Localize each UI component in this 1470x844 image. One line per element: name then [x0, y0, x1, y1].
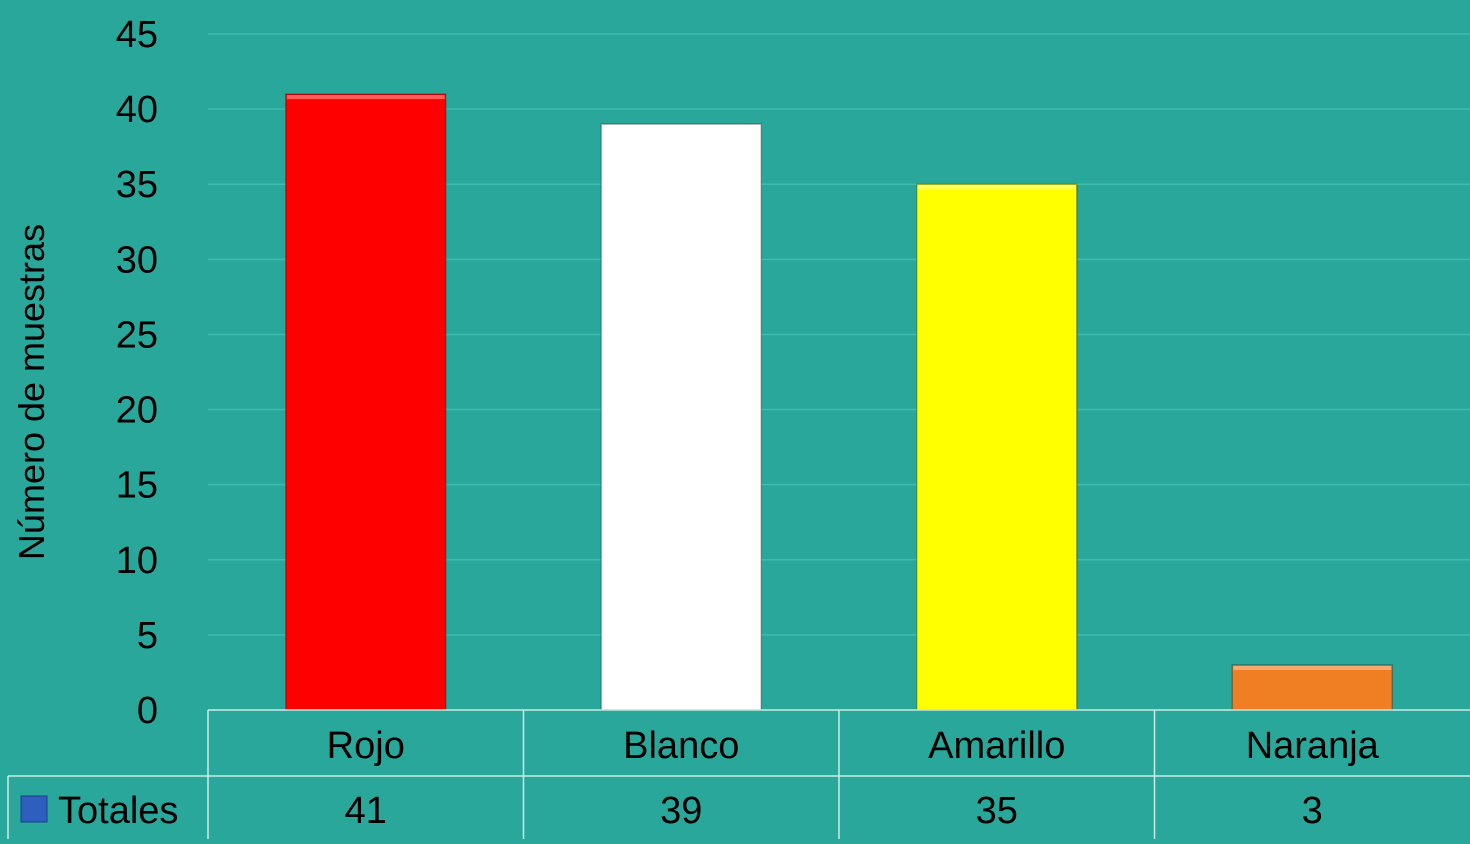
bar-highlight — [1233, 665, 1392, 670]
category-label: Amarillo — [928, 725, 1065, 767]
data-table: Rojo Blanco Amarillo Naranja Totales 41 39 35 3 — [7, 709, 1470, 839]
y-tick-label: 25 — [116, 314, 158, 356]
series-name: Totales — [58, 790, 178, 832]
y-tick-label: 10 — [116, 540, 158, 582]
bar-highlight — [917, 185, 1076, 190]
y-axis-label: Número de muestras — [11, 224, 52, 560]
bar-amarillo — [916, 183, 1078, 711]
y-tick-labels: 0 5 10 15 20 25 30 35 40 45 — [116, 14, 158, 732]
bars — [285, 93, 1393, 711]
y-tick-label: 45 — [116, 14, 158, 56]
bar-highlight — [286, 95, 445, 100]
y-tick-label: 0 — [137, 690, 158, 732]
y-tick-label: 40 — [116, 89, 158, 131]
y-tick-label: 35 — [116, 164, 158, 206]
legend-key — [20, 795, 48, 823]
category-label: Rojo — [327, 725, 405, 767]
data-value: 39 — [660, 790, 702, 832]
bar-rojo — [285, 93, 447, 711]
y-tick-label: 15 — [116, 465, 158, 507]
bar-naranja — [1231, 664, 1393, 711]
y-tick-label: 20 — [116, 390, 158, 432]
bar-blanco — [600, 123, 762, 711]
bar-highlight — [602, 125, 761, 130]
data-value: 41 — [345, 790, 387, 832]
category-label: Blanco — [623, 725, 739, 767]
data-value: 3 — [1302, 790, 1323, 832]
y-tick-label: 5 — [137, 615, 158, 657]
category-label: Naranja — [1246, 725, 1380, 767]
data-value: 35 — [976, 790, 1018, 832]
y-tick-label: 30 — [116, 239, 158, 281]
